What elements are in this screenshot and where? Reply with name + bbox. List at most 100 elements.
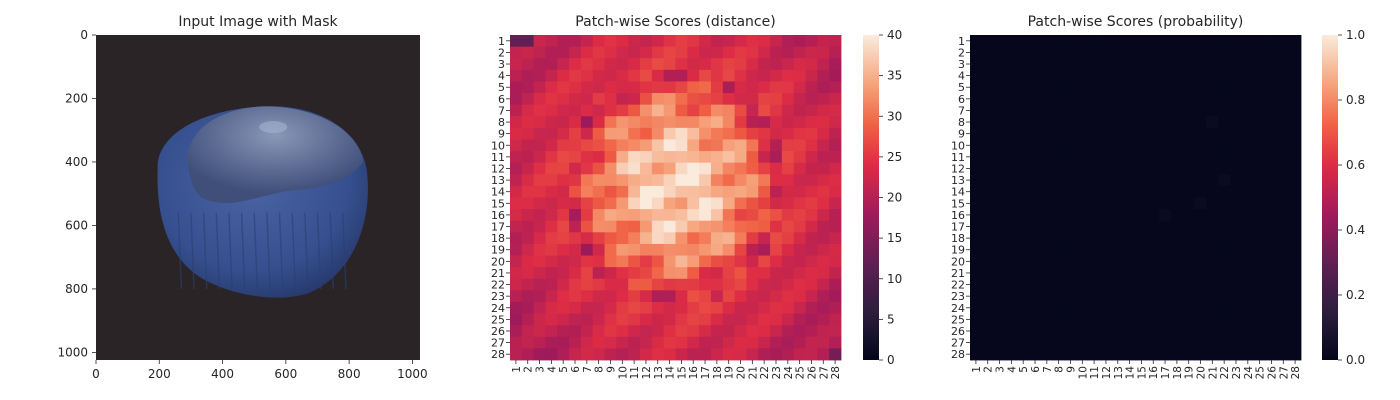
heatmap-cell xyxy=(687,151,700,164)
heatmap-cell xyxy=(746,93,759,106)
heatmap-cell xyxy=(1159,151,1172,164)
heatmap-cell xyxy=(770,162,783,175)
heatmap-cell xyxy=(616,278,629,291)
x-tick-label: 26 xyxy=(806,366,818,380)
heatmap-cell xyxy=(805,232,818,245)
x-tick-label: 12 xyxy=(1101,366,1113,379)
heatmap-cell xyxy=(651,278,665,291)
heatmap-cell xyxy=(545,162,558,175)
heatmap-cell xyxy=(699,290,712,303)
heatmap-cell xyxy=(510,185,523,198)
heatmap-cell xyxy=(510,139,523,152)
heatmap-cell xyxy=(1265,104,1278,117)
heatmap-cell xyxy=(557,162,570,175)
heatmap-cell xyxy=(1029,69,1042,82)
heatmap-cell xyxy=(1123,174,1136,187)
heatmap-cell xyxy=(1241,116,1255,129)
heatmap-cell xyxy=(781,127,795,140)
heatmap-cell xyxy=(1182,185,1196,198)
heatmap-cell xyxy=(1088,290,1101,303)
heatmap-cell xyxy=(1265,278,1278,291)
heatmap-cell xyxy=(1218,313,1231,326)
heatmap-cell xyxy=(1064,301,1077,314)
heatmap-cell xyxy=(616,243,629,256)
heatmap-cell xyxy=(1017,69,1030,82)
heatmap-cell xyxy=(817,197,830,210)
heatmap-cell xyxy=(616,325,629,338)
heatmap-cell xyxy=(781,267,795,280)
heatmap-cell xyxy=(1088,69,1101,82)
heatmap-cell xyxy=(628,35,641,48)
heatmap-cell xyxy=(1194,209,1207,222)
heatmap-cell xyxy=(829,232,842,245)
heatmap-cell xyxy=(970,232,983,245)
heatmap-cell xyxy=(1100,151,1113,164)
heatmap-cell xyxy=(557,209,570,222)
y-tick-label: 1000 xyxy=(57,345,88,359)
heatmap-cell xyxy=(793,69,806,82)
heatmap-cell xyxy=(628,243,641,256)
heatmap-cell xyxy=(651,197,665,210)
heatmap-cell xyxy=(604,58,617,71)
heatmap-cell xyxy=(1241,243,1255,256)
heatmap-cell xyxy=(970,209,983,222)
heatmap-cell xyxy=(781,46,795,59)
heatmap-cell xyxy=(1064,151,1077,164)
heatmap-cell xyxy=(687,162,700,175)
y-tick-label: 9 xyxy=(958,128,965,141)
heatmap-cell xyxy=(604,232,617,245)
heatmap-cell xyxy=(1076,81,1089,94)
heatmap-cell xyxy=(663,69,676,82)
heatmap-cell xyxy=(758,174,771,187)
heatmap-cell xyxy=(1170,336,1184,349)
heatmap-cell xyxy=(770,313,783,326)
heatmap-cell xyxy=(1111,174,1125,187)
heatmap-cell xyxy=(1170,127,1184,140)
heatmap-cell xyxy=(1253,151,1266,164)
heatmap-cell xyxy=(1076,116,1089,129)
heatmap-cell xyxy=(1005,116,1018,129)
heatmap-cell xyxy=(981,69,995,82)
heatmap-cell xyxy=(781,93,795,106)
heatmap-cell xyxy=(628,220,641,233)
heatmap-cell xyxy=(770,174,783,187)
heatmap-cell xyxy=(1005,255,1018,268)
heatmap-cell xyxy=(1206,81,1219,94)
heatmap-cell xyxy=(1194,93,1207,106)
x-tick-label: 10 xyxy=(1077,366,1089,379)
heatmap-cell xyxy=(758,301,771,314)
heatmap-cell xyxy=(545,209,558,222)
heatmap-cell xyxy=(1147,301,1160,314)
heatmap-cell xyxy=(1064,243,1077,256)
heatmap-cell xyxy=(746,301,759,314)
heatmap-cell xyxy=(533,325,546,338)
heatmap-cell xyxy=(1040,348,1054,361)
heatmap-cell xyxy=(1064,162,1077,175)
heatmap-cell xyxy=(781,290,795,303)
hazelnut-stripe xyxy=(177,212,183,289)
heatmap-cell xyxy=(1289,267,1302,280)
heatmap-cell xyxy=(687,174,700,187)
heatmap-cell xyxy=(758,151,771,164)
hazelnut-stripe xyxy=(266,212,271,289)
heatmap-cell xyxy=(616,174,629,187)
heatmap-cell xyxy=(521,93,535,106)
probability-colorbar xyxy=(1322,35,1338,360)
heatmap-cell xyxy=(1088,139,1101,152)
heatmap-cell xyxy=(805,336,818,349)
hazelnut-object xyxy=(157,106,368,298)
heatmap-cell xyxy=(1135,220,1148,233)
heatmap-cell xyxy=(545,301,558,314)
heatmap-cell xyxy=(628,255,641,268)
heatmap-cell xyxy=(1029,104,1042,117)
heatmap-cell xyxy=(592,185,605,198)
heatmap-cell xyxy=(687,185,700,198)
y-tick-label: 7 xyxy=(498,104,505,117)
heatmap-cell xyxy=(1289,313,1302,326)
heatmap-cell xyxy=(793,209,806,222)
heatmap-cell xyxy=(1159,267,1172,280)
heatmap-cell xyxy=(569,162,582,175)
heatmap-cell xyxy=(793,174,806,187)
heatmap-cell xyxy=(533,220,546,233)
heatmap-cell xyxy=(993,185,1006,198)
